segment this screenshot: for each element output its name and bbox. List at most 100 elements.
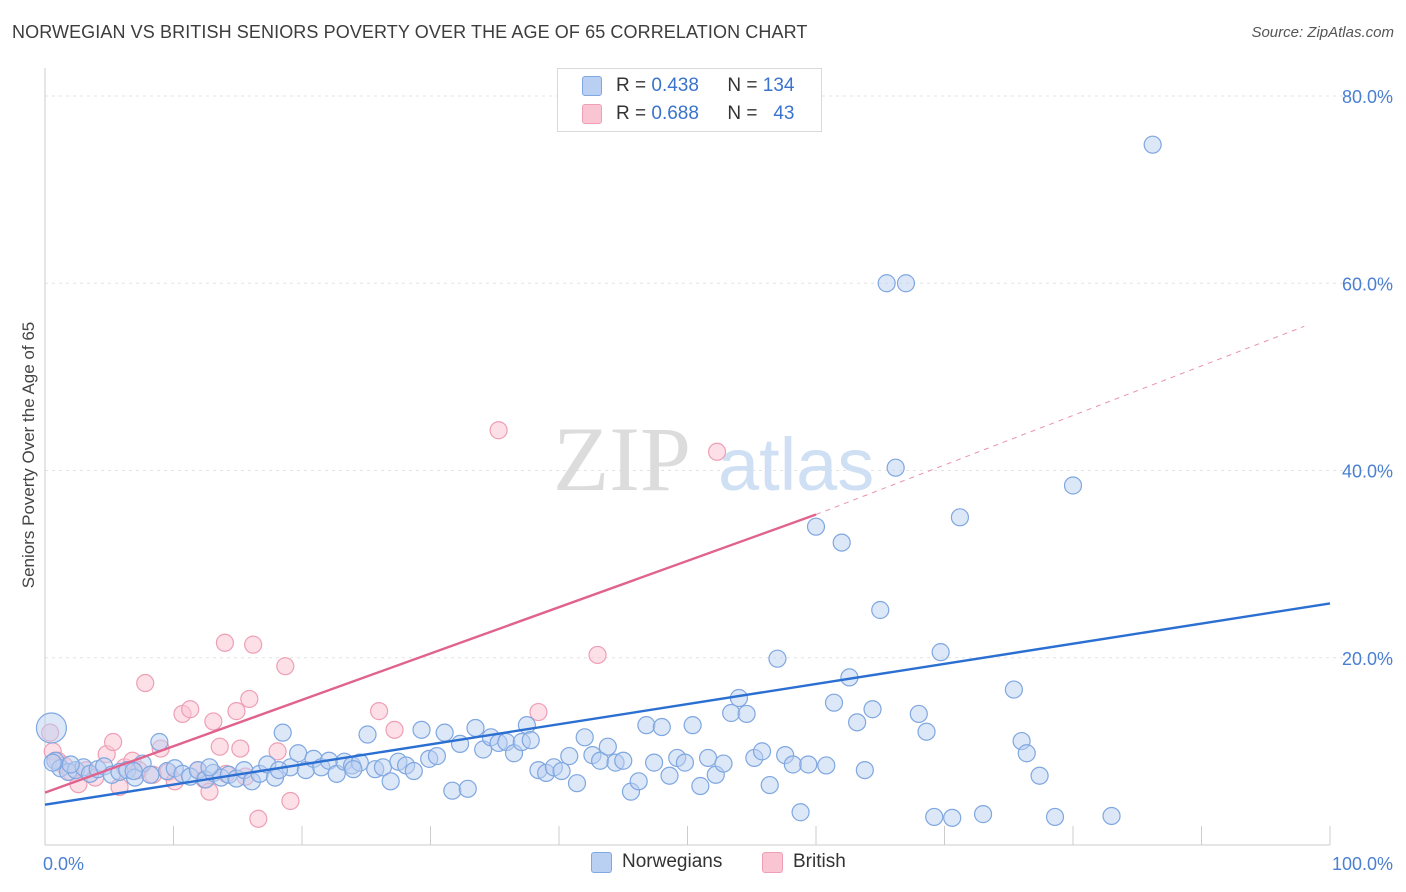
norwegian-point bbox=[768, 649, 787, 668]
norwegian-point bbox=[61, 755, 80, 774]
british-point bbox=[136, 673, 155, 693]
british-trendline bbox=[44, 513, 817, 794]
norwegian-point bbox=[683, 716, 702, 735]
norwegian-point bbox=[552, 761, 571, 781]
norwegian-point bbox=[1063, 476, 1083, 495]
norwegian-point bbox=[614, 751, 633, 770]
legend-n-label: N = bbox=[727, 75, 758, 96]
legend-label-norwegians: Norwegians bbox=[622, 851, 723, 872]
norwegian-point bbox=[598, 737, 617, 756]
norwegian-point bbox=[521, 731, 540, 750]
legend-r-label: R = bbox=[616, 75, 647, 96]
norwegian-point bbox=[925, 807, 944, 827]
series-legend: Norwegians British bbox=[0, 851, 1406, 877]
british-point bbox=[385, 720, 404, 739]
legend-r-label: R = bbox=[616, 103, 647, 124]
watermark-atlas: atlas bbox=[718, 423, 874, 506]
axis-labels: 20.0% 40.0% 60.0% 80.0% 0.0% 100.0% Seniors Po… bbox=[19, 87, 1393, 874]
norwegian-point bbox=[950, 508, 970, 527]
norwegian-point bbox=[273, 723, 292, 742]
british-point bbox=[215, 633, 234, 652]
legend-swatch-norwegians bbox=[591, 851, 612, 873]
british-point bbox=[588, 645, 607, 665]
british-point bbox=[281, 791, 300, 811]
british-point bbox=[181, 700, 200, 719]
norwegian-point bbox=[714, 754, 733, 773]
norwegian-point bbox=[435, 723, 454, 742]
gridlines bbox=[45, 95, 1392, 659]
norwegian-point bbox=[1017, 744, 1036, 763]
legend-swatch-norwegians bbox=[582, 76, 602, 96]
legend-n-label: N = bbox=[727, 103, 758, 124]
norwegian-point bbox=[560, 746, 579, 766]
norwegian-point bbox=[863, 700, 882, 719]
norwegian-point bbox=[752, 742, 772, 761]
norwegian-point bbox=[832, 533, 851, 552]
legend-n-british: 43 bbox=[773, 103, 795, 124]
norwegian-point bbox=[124, 761, 143, 781]
norwegian-point bbox=[427, 746, 447, 766]
norwegian-point bbox=[637, 716, 656, 735]
norwegian-point bbox=[43, 753, 62, 772]
british-point bbox=[249, 809, 268, 828]
x-tick-label: 0.0% bbox=[43, 854, 84, 874]
norwegian-point bbox=[931, 643, 950, 662]
norwegian-point bbox=[848, 713, 867, 732]
norwegian-point bbox=[660, 766, 679, 785]
british-point bbox=[268, 742, 287, 761]
norwegian-point bbox=[824, 693, 844, 712]
british-point bbox=[276, 657, 295, 676]
legend-item-british[interactable]: British bbox=[762, 851, 846, 873]
british-point bbox=[370, 702, 389, 721]
norwegian-point bbox=[629, 772, 648, 791]
norwegian-point bbox=[289, 744, 308, 763]
legend-item-norwegians[interactable]: Norwegians bbox=[591, 851, 722, 873]
norwegian-point bbox=[783, 755, 802, 774]
legend-label-british: British bbox=[793, 851, 846, 872]
norwegian-point bbox=[896, 274, 916, 293]
norwegian-point bbox=[1030, 766, 1049, 785]
british-point bbox=[231, 739, 250, 758]
british-point bbox=[244, 635, 263, 654]
norwegian-point bbox=[675, 753, 695, 772]
x-tick-label: 100.0% bbox=[1332, 854, 1393, 874]
norwegian-point bbox=[722, 703, 741, 723]
norwegian-point bbox=[458, 779, 477, 798]
y-tick-label: 60.0% bbox=[1342, 274, 1393, 294]
norwegian-point bbox=[760, 775, 779, 795]
y-axis-title: Seniors Poverty Over the Age of 65 bbox=[19, 322, 38, 588]
norwegian-point bbox=[698, 748, 718, 768]
legend-r-british: 0.688 bbox=[651, 103, 699, 124]
norwegian-point bbox=[909, 704, 928, 724]
legend-n-norwegians: 134 bbox=[762, 75, 795, 96]
norwegian-point bbox=[466, 718, 485, 738]
norwegian-point bbox=[855, 760, 874, 780]
norwegian-point bbox=[806, 517, 826, 536]
trendlines bbox=[44, 325, 1331, 806]
norwegian-point bbox=[652, 717, 671, 737]
british-point bbox=[489, 421, 508, 440]
norwegian-point bbox=[1004, 680, 1023, 699]
watermark-zip: ZIP bbox=[553, 408, 691, 510]
legend-row-british: R = 0.688 N = 43 bbox=[582, 101, 794, 127]
norwegian-point bbox=[412, 720, 431, 739]
british-point bbox=[204, 712, 223, 731]
norwegian-point bbox=[877, 274, 896, 293]
norwegian-point bbox=[943, 808, 962, 827]
norwegian-point bbox=[567, 774, 587, 793]
correlation-legend: R = 0.438 N = 134 R = 0.688 N = 43 bbox=[557, 68, 822, 132]
legend-swatch-british bbox=[762, 851, 783, 873]
source-label: Source: ZipAtlas.com bbox=[1251, 24, 1394, 41]
norwegian-point bbox=[917, 722, 936, 741]
norwegian-points bbox=[35, 135, 1162, 827]
norwegian-point bbox=[871, 600, 890, 620]
british-point bbox=[227, 702, 246, 721]
norwegian-point bbox=[791, 803, 810, 822]
watermark: ZIP atlas bbox=[553, 408, 874, 510]
british-point bbox=[210, 737, 229, 756]
legend-row-norwegians: R = 0.438 N = 134 bbox=[582, 73, 794, 99]
norwegian-point bbox=[799, 755, 818, 774]
norwegian-point bbox=[404, 761, 423, 781]
norwegian-point bbox=[141, 765, 160, 784]
